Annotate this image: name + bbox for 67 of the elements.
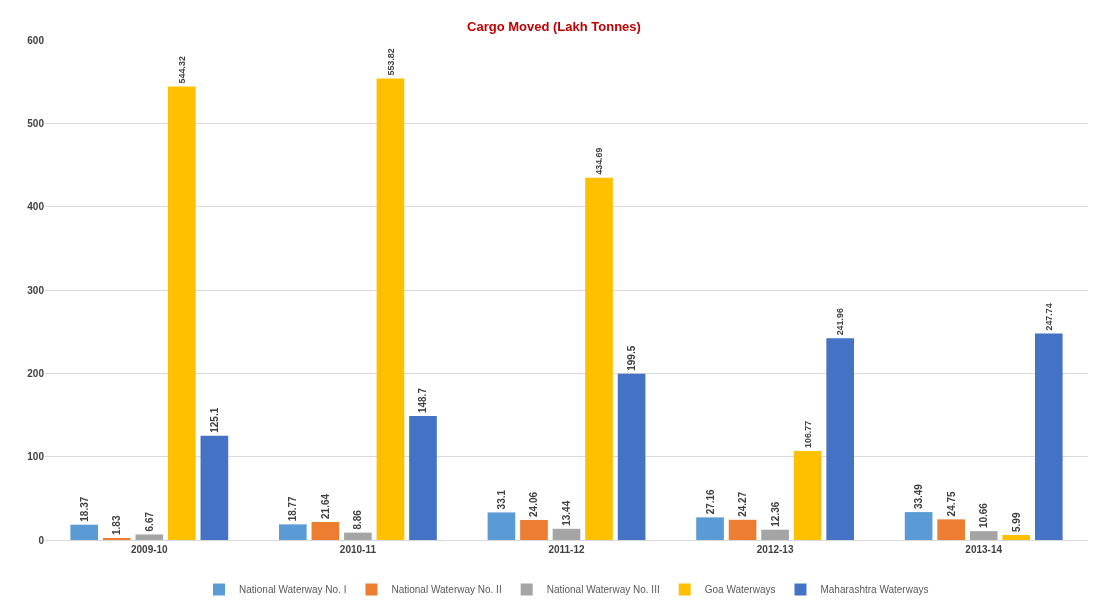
data-label: 12.36 xyxy=(769,501,781,527)
bar xyxy=(344,532,372,540)
bar xyxy=(520,519,548,540)
bar xyxy=(761,529,789,540)
legend-label: National Waterway No. I xyxy=(239,584,347,596)
bar xyxy=(617,373,646,540)
data-label: 24.06 xyxy=(528,491,540,517)
bar xyxy=(311,521,340,540)
bar xyxy=(135,534,164,540)
y-tick-label: 200 xyxy=(27,367,45,379)
data-label: 33.49 xyxy=(913,483,925,510)
data-label: 5.99 xyxy=(1010,512,1022,533)
bar xyxy=(552,528,581,540)
data-label: 544.32 xyxy=(176,56,187,84)
y-tick-label: 0 xyxy=(38,534,45,546)
bar xyxy=(969,531,998,540)
y-tick-label: 400 xyxy=(27,201,45,213)
data-label: 148.7 xyxy=(417,387,429,414)
data-label: 1.83 xyxy=(111,515,123,535)
x-tick-label: 2013-14 xyxy=(965,544,1003,555)
y-tick-label: 600 xyxy=(27,34,45,46)
data-label: 18.37 xyxy=(78,496,90,522)
bar xyxy=(409,416,437,540)
legend-label: National Waterway No. II xyxy=(391,584,502,596)
data-label: 553.82 xyxy=(385,48,396,76)
data-label: 13.44 xyxy=(561,500,572,526)
x-tick-label: 2011-12 xyxy=(548,544,586,555)
bar xyxy=(696,517,724,540)
data-label: 434.69 xyxy=(594,147,605,175)
data-label: 241.96 xyxy=(835,308,846,336)
data-label: 125.1 xyxy=(208,407,220,433)
y-tick-label: 500 xyxy=(27,117,45,129)
legend-label: Maharashtra Waterways xyxy=(820,584,929,596)
y-tick-label: 300 xyxy=(27,284,45,296)
bar xyxy=(1034,333,1063,540)
x-tick-label: 2010-11 xyxy=(339,544,377,555)
data-label: 24.27 xyxy=(737,491,749,517)
data-label: 10.66 xyxy=(978,502,990,529)
data-label: 106.77 xyxy=(802,420,813,449)
y-tick-label: 100 xyxy=(27,451,45,463)
bar xyxy=(376,78,405,540)
data-label: 6.67 xyxy=(143,511,155,532)
data-label: 33.1 xyxy=(495,489,507,510)
x-tick-label: 2012-13 xyxy=(756,544,794,555)
data-label: 21.64 xyxy=(319,493,331,519)
bar xyxy=(200,435,229,540)
legend-label: Goa Waterways xyxy=(704,584,776,596)
data-label: 27.16 xyxy=(704,488,716,515)
data-label: 18.77 xyxy=(287,495,299,522)
data-label: 247.74 xyxy=(1043,303,1054,331)
bar xyxy=(278,524,307,540)
bar xyxy=(728,519,757,540)
data-label: 24.75 xyxy=(945,490,957,517)
x-tick-label: 2009-10 xyxy=(130,544,169,555)
bar xyxy=(585,177,613,540)
data-label: 199.5 xyxy=(626,345,638,371)
data-label: 8.86 xyxy=(352,509,364,530)
bar xyxy=(826,338,855,540)
bar xyxy=(487,512,516,540)
bar xyxy=(70,524,99,540)
chart-title: Cargo Moved (Lakh Tonnes) xyxy=(467,18,641,34)
bar xyxy=(793,451,822,540)
bar xyxy=(168,86,196,540)
bar xyxy=(1002,535,1031,540)
legend-label: National Waterway No. III xyxy=(546,584,660,596)
bar xyxy=(904,512,933,540)
bar xyxy=(937,519,965,540)
